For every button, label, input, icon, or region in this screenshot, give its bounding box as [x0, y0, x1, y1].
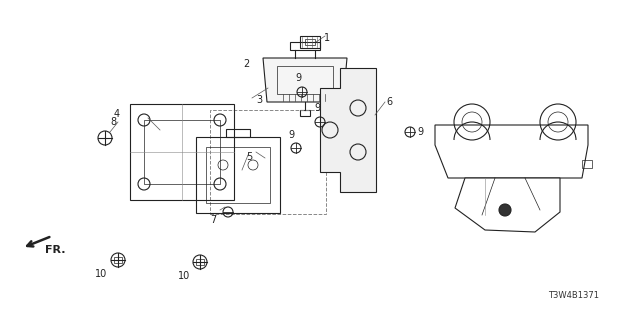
Circle shape [499, 204, 511, 216]
Bar [114, 257, 122, 263]
Text: 7: 7 [210, 215, 216, 225]
Bar [144, 120, 220, 184]
Text: 9: 9 [417, 127, 423, 137]
Text: 10: 10 [95, 269, 108, 279]
Bar [582, 160, 592, 168]
Text: 9: 9 [288, 130, 294, 140]
Polygon shape [263, 58, 347, 102]
Bar [305, 39, 315, 45]
Bar [130, 104, 234, 200]
Polygon shape [320, 68, 376, 192]
Bar [290, 42, 320, 50]
Text: 2: 2 [243, 59, 249, 69]
Text: 8: 8 [110, 117, 116, 127]
Bar [277, 66, 333, 94]
Text: 1: 1 [324, 33, 330, 43]
Text: 6: 6 [386, 97, 392, 107]
Text: 9: 9 [295, 73, 301, 83]
Text: 3: 3 [256, 95, 262, 105]
Bar [210, 110, 326, 214]
Bar [196, 137, 280, 213]
Bar [300, 36, 320, 48]
Text: 10: 10 [178, 271, 190, 281]
Polygon shape [435, 125, 588, 178]
Text: 4: 4 [114, 109, 120, 119]
Text: T3W4B1371: T3W4B1371 [548, 291, 599, 300]
Bar [196, 259, 204, 265]
Bar [300, 110, 310, 116]
Text: 5: 5 [246, 152, 252, 162]
Bar [226, 129, 250, 137]
Text: 9: 9 [314, 103, 320, 113]
Text: FR.: FR. [45, 245, 65, 255]
Bar [206, 147, 270, 203]
Polygon shape [455, 178, 560, 232]
